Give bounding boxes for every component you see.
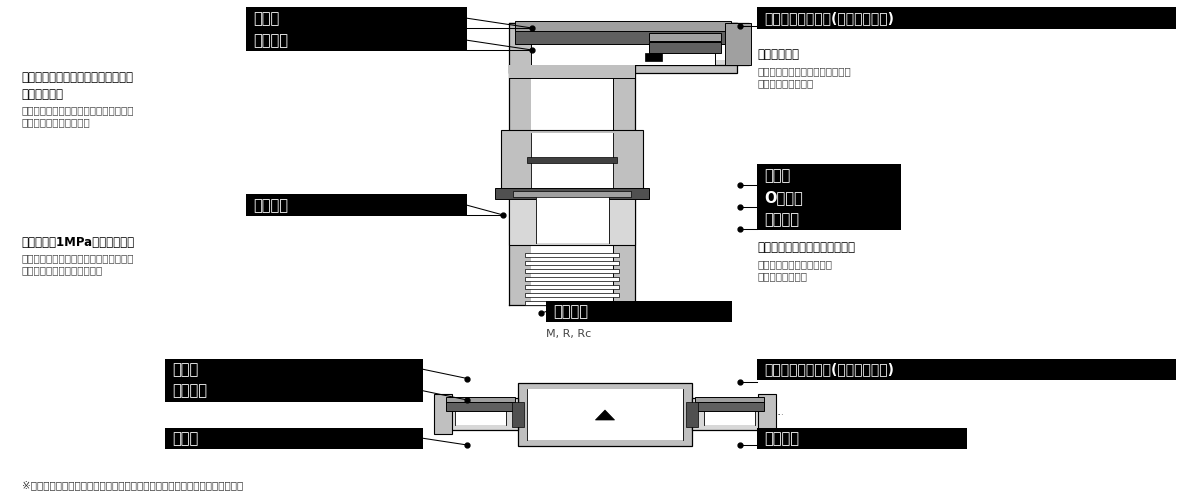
Bar (531, 65, 613, 305)
Bar (434, 394, 452, 434)
Text: 位置決めが可能。: 位置決めが可能。 (757, 271, 807, 281)
Bar (692, 398, 767, 430)
Bar (165, 428, 423, 449)
Bar (686, 402, 698, 426)
Bar (649, 33, 721, 41)
Bar (647, 28, 737, 60)
Bar (525, 269, 619, 273)
Bar (509, 190, 635, 245)
Bar (531, 28, 716, 65)
Bar (165, 358, 423, 380)
Bar (246, 30, 467, 51)
Bar (531, 132, 613, 188)
Text: パッキン: パッキン (253, 198, 288, 213)
Text: スタッド: スタッド (764, 212, 799, 227)
Bar (527, 388, 683, 440)
Text: 低真空から1MPaまで使用可能: 低真空から1MPaまで使用可能 (22, 236, 134, 249)
Bar (479, 15, 767, 320)
Bar (446, 402, 515, 411)
Text: ガイド: ガイド (173, 362, 199, 377)
Bar (695, 402, 764, 411)
Text: 大きな保持力: 大きな保持力 (22, 88, 63, 101)
Text: ※ねじ部がなくボディ材質が樹脳のみの製品は全て銃系不可仕様となります。: ※ねじ部がなくボディ材質が樹脳のみの製品は全て銃系不可仕様となります。 (22, 480, 243, 490)
Text: リリースブッシュ(ライトグレー): リリースブッシュ(ライトグレー) (764, 12, 895, 26)
Bar (757, 186, 901, 208)
Bar (546, 300, 732, 322)
Text: ガイド: ガイド (253, 11, 279, 26)
Bar (758, 394, 776, 434)
Bar (695, 396, 764, 403)
Text: M, R, Rc: M, R, Rc (546, 329, 592, 339)
Text: チャーブ挿入時の抗抗が小。: チャーブ挿入時の抗抗が小。 (22, 266, 103, 276)
Text: 軽い取外し力: 軽い取外し力 (757, 48, 799, 62)
Bar (509, 65, 635, 78)
Text: パッキン: パッキン (764, 430, 799, 446)
Bar (443, 398, 518, 430)
Bar (704, 403, 755, 425)
Text: チャーブ保持力を増大。: チャーブ保持力を増大。 (22, 118, 90, 128)
Bar (613, 65, 635, 305)
Bar (509, 22, 737, 72)
Bar (518, 382, 692, 446)
Text: チャックがチャーブへ必要以上に: チャックがチャーブへ必要以上に (757, 66, 851, 76)
Bar (725, 22, 751, 65)
Text: 接続ねじ: 接続ねじ (553, 304, 588, 319)
Polygon shape (595, 410, 615, 420)
Text: Oリング: Oリング (764, 190, 803, 205)
Text: チャックにより確実な嗚い付きを行い、: チャックにより確実な嗚い付きを行い、 (22, 106, 134, 116)
Bar (246, 8, 467, 29)
Text: ボディとねじ部が回転し、: ボディとねじ部が回転し、 (757, 259, 833, 269)
Bar (509, 65, 531, 305)
Text: 特殊形状により、確実なシールおよび、: 特殊形状により、確実なシールおよび、 (22, 254, 134, 264)
Bar (513, 190, 631, 196)
Text: 狭いスペースでの配管に効果的: 狭いスペースでの配管に効果的 (757, 241, 855, 254)
Bar (455, 403, 506, 425)
Bar (525, 293, 619, 297)
Text: 嗚い込むのを防止。: 嗚い込むのを防止。 (757, 78, 813, 88)
Bar (649, 42, 721, 52)
Text: リリースブッシュ(ライトグレー): リリースブッシュ(ライトグレー) (764, 362, 895, 376)
Bar (527, 157, 617, 163)
Bar (757, 8, 1176, 29)
Text: ナイロンにもウレタンにも使用可能: ナイロンにもウレタンにも使用可能 (22, 71, 133, 84)
Bar (165, 380, 423, 402)
Bar (757, 164, 901, 186)
Text: ボディ: ボディ (764, 168, 791, 182)
Text: ボディ: ボディ (173, 430, 199, 446)
Bar (536, 192, 609, 242)
Text: チャック: チャック (173, 383, 207, 398)
Bar (525, 277, 619, 281)
Bar (525, 285, 619, 289)
Bar (246, 194, 467, 216)
Bar (501, 130, 643, 190)
Bar (512, 402, 524, 426)
Bar (525, 301, 619, 305)
Bar (757, 428, 967, 449)
Bar (635, 22, 749, 65)
Bar (515, 22, 731, 32)
Bar (757, 358, 1176, 380)
Bar (446, 396, 515, 403)
Bar (645, 54, 662, 61)
Bar (525, 261, 619, 265)
Text: チャック: チャック (253, 33, 288, 48)
Bar (495, 188, 649, 199)
Bar (515, 30, 731, 44)
Bar (525, 253, 619, 257)
Bar (757, 208, 901, 230)
